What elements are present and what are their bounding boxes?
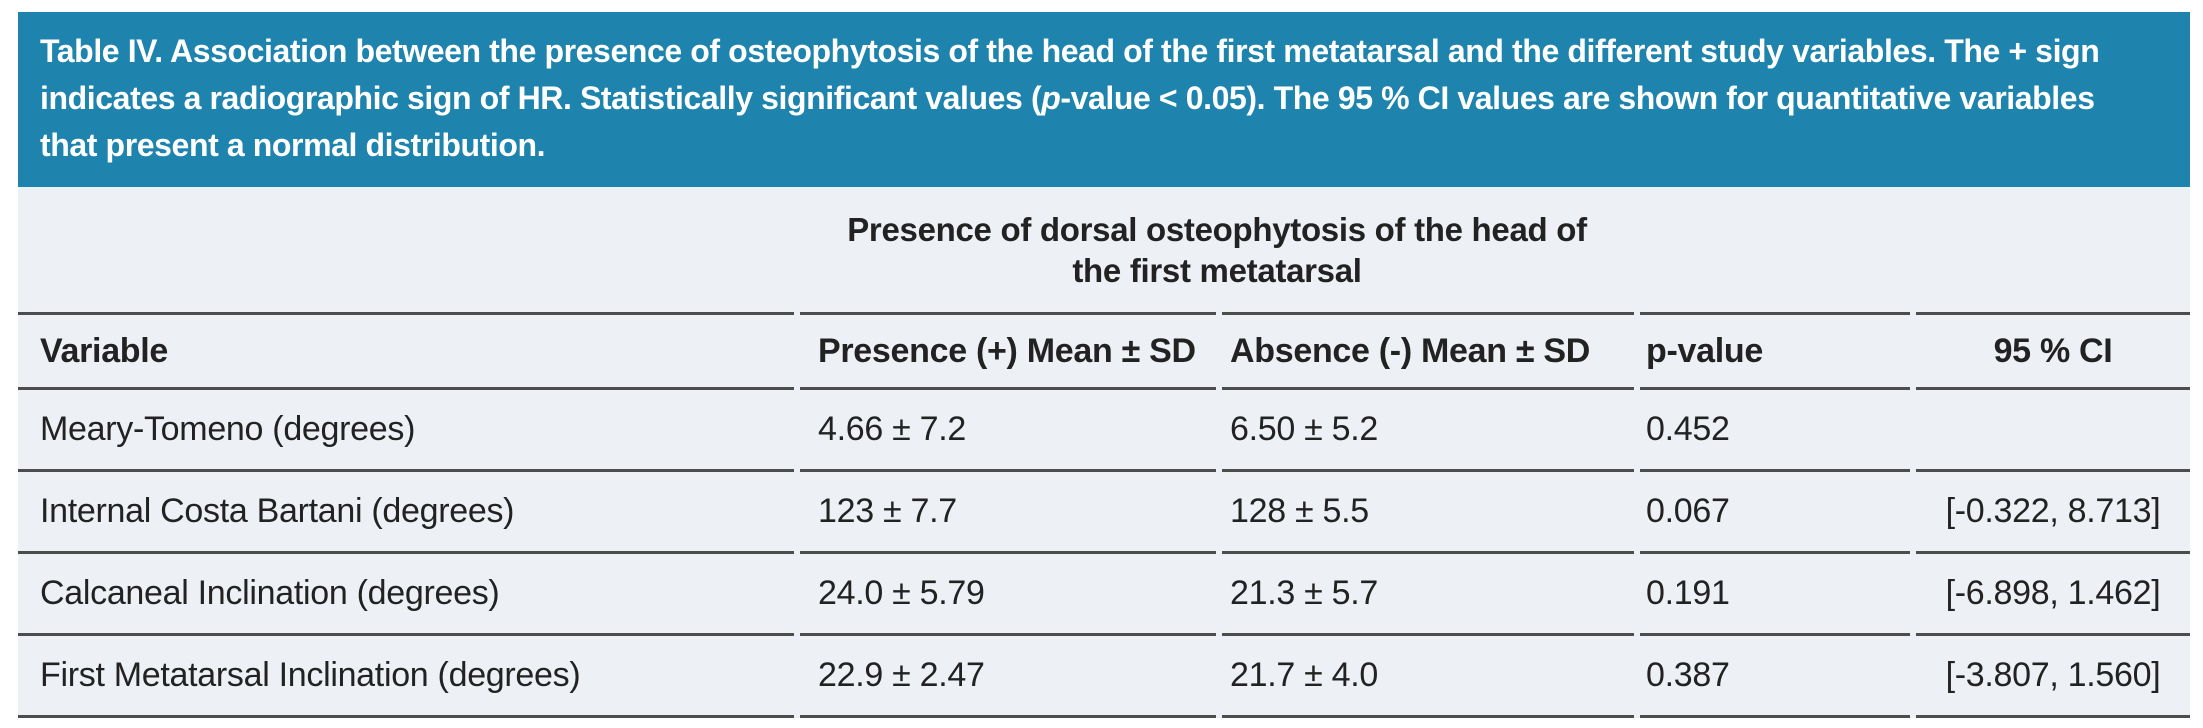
group-header-line1: Presence of dorsal osteophytosis of the … [847, 210, 1587, 248]
cell-ci: [-3.807, 1.560] [1916, 636, 2190, 718]
group-header-line2: the first metatarsal [1072, 251, 1362, 289]
cell-variable: First Metatarsal Inclination (degrees) [18, 636, 794, 718]
cell-absence: 6.50 ± 5.2 [1222, 390, 1634, 472]
cell-ci: [-6.898, 1.462] [1916, 554, 2190, 636]
table-row: Internal Costa Bartani (degrees) 123 ± 7… [18, 472, 2190, 554]
column-header-p-value: p-value [1640, 312, 1910, 390]
table-caption-text: Table IV. Association between the presen… [40, 28, 2156, 169]
column-header-presence: Presence (+) Mean ± SD [800, 312, 1216, 390]
table-row: First Metatarsal Inclination (degrees) 2… [18, 636, 2190, 718]
cell-absence: 128 ± 5.5 [1222, 472, 1634, 554]
cell-variable: Calcaneal Inclination (degrees) [18, 554, 794, 636]
cell-p-value: 0.191 [1640, 554, 1910, 636]
cell-ci: [-0.322, 8.713] [1916, 472, 2190, 554]
cell-ci [1916, 390, 2190, 472]
cell-presence: 123 ± 7.7 [800, 472, 1216, 554]
column-header-absence: Absence (-) Mean ± SD [1222, 312, 1634, 390]
cell-p-value: 0.452 [1640, 390, 1910, 472]
cell-p-value: 0.067 [1640, 472, 1910, 554]
cell-presence: 22.9 ± 2.47 [800, 636, 1216, 718]
cell-absence: 21.7 ± 4.0 [1222, 636, 1634, 718]
table-header-row: Variable Presence (+) Mean ± SD Absence … [18, 312, 2190, 390]
table-row: Meary-Tomeno (degrees) 4.66 ± 7.2 6.50 ±… [18, 390, 2190, 472]
cell-presence: 4.66 ± 7.2 [800, 390, 1216, 472]
table-row: Calcaneal Inclination (degrees) 24.0 ± 5… [18, 554, 2190, 636]
data-table: Presence of dorsal osteophytosis of the … [18, 187, 2190, 718]
cell-presence: 24.0 ± 5.79 [800, 554, 1216, 636]
table-caption-banner: Table IV. Association between the presen… [18, 12, 2190, 187]
column-header-ci: 95 % CI [1916, 312, 2190, 390]
cell-variable: Meary-Tomeno (degrees) [18, 390, 794, 472]
cell-variable: Internal Costa Bartani (degrees) [18, 472, 794, 554]
caption-segment-before-p: Table IV. Association between the presen… [40, 33, 2100, 116]
caption-italic-p: p [1041, 80, 1061, 116]
caption-segment-after-p: -value < 0.05). The 95 % CI values are s… [40, 80, 2095, 163]
group-header-row: Presence of dorsal osteophytosis of the … [18, 187, 2190, 312]
cell-p-value: 0.387 [1640, 636, 1910, 718]
cell-absence: 21.3 ± 5.7 [1222, 554, 1634, 636]
group-column-header: Presence of dorsal osteophytosis of the … [800, 187, 1634, 312]
column-header-variable: Variable [18, 312, 794, 390]
